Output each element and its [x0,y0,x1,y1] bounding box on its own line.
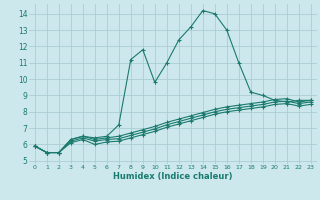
X-axis label: Humidex (Indice chaleur): Humidex (Indice chaleur) [113,172,233,181]
